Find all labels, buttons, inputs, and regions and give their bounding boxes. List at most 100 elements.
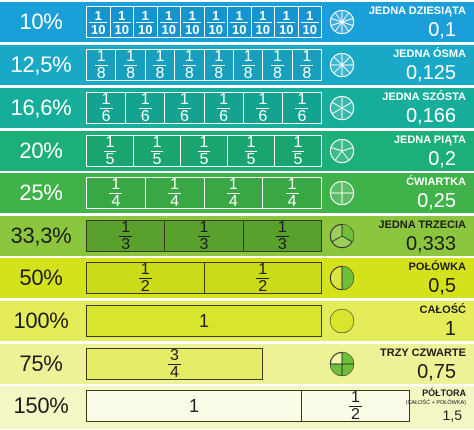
decimal-value: 1,5: [442, 407, 462, 423]
denominator: 6: [177, 107, 191, 125]
numerator: 1: [188, 7, 196, 23]
denominator: 10: [159, 21, 178, 37]
numerator: 1: [351, 388, 360, 406]
fraction-circle-icon: [329, 223, 355, 249]
percent-label: 12,5%: [10, 52, 72, 77]
numerator: 1: [126, 47, 136, 65]
decimal-value: 0,5: [428, 275, 456, 297]
fraction-cell: 1 10: [275, 7, 299, 37]
numerator: 1: [214, 47, 224, 65]
denominator: 8: [94, 64, 108, 82]
denominator: 10: [253, 21, 272, 37]
numerator: 1: [212, 7, 220, 23]
fraction-circle-icon: [329, 351, 355, 377]
denominator: 6: [138, 107, 152, 125]
fraction: 1 10: [277, 9, 296, 37]
numerator: 1: [272, 47, 282, 65]
numerator: 1: [118, 7, 126, 23]
fraction-cell: 1 10: [299, 7, 322, 37]
denominator: 8: [153, 64, 167, 82]
decimal-value: 0,125: [405, 62, 456, 84]
numerator: 1: [199, 133, 209, 151]
denominator: 3: [275, 235, 289, 253]
fraction-row: 100% 1 CAŁOŚĆ 1: [0, 301, 474, 341]
percent-label: 100%: [13, 308, 69, 333]
fraction: 1 10: [230, 9, 249, 37]
fraction: 1 10: [253, 9, 272, 37]
denominator: 5: [150, 150, 164, 168]
fraction-name: JEDNA TRZECIA: [378, 219, 466, 231]
whole-number: 1: [198, 310, 209, 331]
fraction-name: CAŁOŚĆ: [419, 304, 466, 316]
denominator: 6: [295, 107, 309, 125]
fraction-circle-icon: [329, 180, 355, 206]
numerator: 1: [105, 133, 115, 151]
numerator: 1: [258, 90, 268, 108]
fraction-circle-icon: [329, 9, 355, 35]
denominator: 5: [244, 150, 258, 168]
numerator: 1: [293, 133, 303, 151]
fraction: 1 10: [89, 7, 108, 37]
numerator: 1: [219, 90, 229, 108]
denominator: 6: [99, 107, 113, 125]
fraction-name-subtitle: (CAŁOŚĆ + POŁÓWKA): [405, 400, 466, 406]
fraction-name: POŁÓWKA: [408, 261, 466, 273]
fraction-row: 10% 1 10 1 10 1 10 1 10 1 10 1 10 1 10 1 10 1 10 1 10 JEDNA D…: [0, 2, 474, 42]
fraction-bar: 1: [86, 305, 322, 337]
numerator: 1: [243, 47, 253, 65]
fraction-row: 33,3% 1 3 1 3 1 3 JEDNA TRZECIA 0,333: [0, 216, 474, 256]
fraction-cell: 1: [87, 306, 321, 336]
decimal-value: 0,25: [417, 190, 456, 212]
numerator: 1: [246, 133, 256, 151]
fraction-name: TRZY CZWARTE: [380, 347, 466, 359]
percent-label: 150%: [13, 393, 69, 418]
numerator: 1: [228, 175, 238, 193]
denominator: 10: [230, 21, 249, 37]
decimal-value: 0,166: [405, 105, 456, 127]
numerator: 1: [140, 90, 150, 108]
denominator: 5: [197, 150, 211, 168]
fraction-row: 16,6% 1 6 1 6 1 6 1 6 1 6 1 6 JEDNA SZÓSTA 0,166: [0, 88, 474, 128]
fraction-bar: 1 10 1 10 1 10 1 10 1 10 1 10 1 10 1 10 1 10 1 10: [86, 6, 322, 38]
fraction-row: 12,5% 1 8 1 8 1 8 1 8 1 8 1 8 1 8 1 8 JEDNA ÓSMA 0,125: [0, 45, 474, 85]
fraction: 1 10: [300, 9, 319, 36]
denominator: 2: [256, 277, 270, 295]
percent-label: 16,6%: [10, 95, 72, 120]
denominator: 10: [89, 21, 108, 37]
fraction-cell: 1 10: [252, 7, 275, 37]
percent-label: 10%: [19, 9, 63, 34]
fraction-cell: 1: [87, 391, 302, 421]
denominator: 10: [277, 21, 296, 37]
numerator: 1: [184, 47, 194, 65]
percent-label: 20%: [19, 138, 63, 163]
numerator: 1: [94, 7, 102, 23]
fraction: 1 10: [183, 7, 202, 36]
fraction: 1 10: [136, 9, 155, 36]
fraction-cell: 1 10: [228, 7, 252, 37]
